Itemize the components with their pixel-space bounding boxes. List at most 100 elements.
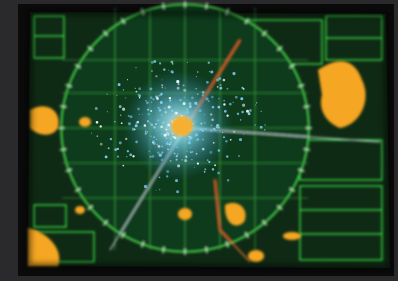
clutter-dot: [204, 168, 206, 170]
clutter-dot: [123, 89, 124, 90]
clutter-dot: [186, 111, 187, 112]
clutter-dot: [176, 155, 178, 157]
clutter-dot: [166, 175, 168, 177]
bearing-tick: [60, 149, 66, 150]
clutter-dot: [207, 159, 209, 161]
clutter-dot: [211, 96, 214, 99]
clutter-dot: [177, 153, 179, 155]
page: (() => { const data = JSON.parse(documen…: [0, 0, 398, 281]
clutter-dot: [100, 125, 102, 127]
clutter-dot: [156, 139, 157, 140]
clutter-dot: [128, 115, 130, 117]
clutter-dot: [194, 102, 197, 105]
clutter-dot: [135, 122, 137, 124]
clutter-dot: [172, 72, 174, 74]
clutter-dot: [238, 155, 240, 157]
clutter-dot: [199, 128, 201, 130]
clutter-dot: [153, 136, 155, 138]
clutter-dot: [179, 99, 182, 102]
clutter-dot: [125, 138, 127, 140]
clutter-dot: [219, 88, 220, 89]
clutter-dot: [239, 138, 242, 141]
clutter-dot: [160, 126, 163, 129]
clutter-dot: [194, 167, 195, 168]
clutter-dot: [136, 91, 138, 93]
clutter-dot: [166, 170, 169, 173]
clutter-dot: [172, 63, 174, 65]
clutter-dot: [214, 164, 216, 166]
clutter-dot: [206, 81, 209, 84]
clutter-dot: [210, 124, 212, 126]
clutter-dot: [135, 141, 138, 144]
clutter-dot: [125, 97, 126, 98]
clutter-dot: [159, 109, 162, 112]
clutter-dot: [199, 109, 202, 112]
clutter-dot: [151, 70, 153, 72]
clutter-dot: [167, 149, 168, 150]
clutter-dot: [196, 153, 198, 155]
clutter-dot: [187, 62, 188, 63]
clutter-dot: [209, 151, 212, 154]
clutter-dot: [169, 121, 171, 123]
clutter-dot: [197, 104, 198, 105]
clutter-dot: [165, 111, 167, 113]
clutter-dot: [233, 102, 234, 103]
clutter-dot: [224, 110, 227, 113]
clutter-dot: [167, 129, 169, 131]
clutter-dot: [161, 158, 164, 161]
clutter-dot: [151, 61, 154, 64]
clutter-dot: [205, 128, 207, 130]
clutter-dot: [100, 143, 103, 146]
bearing-tick: [304, 149, 310, 150]
clutter-dot: [183, 84, 185, 86]
clutter-dot: [158, 95, 159, 96]
clutter-dot: [168, 70, 169, 71]
clutter-dot: [171, 110, 173, 112]
clutter-dot: [249, 109, 252, 112]
clutter-dot: [145, 100, 146, 101]
clutter-dot: [181, 159, 183, 161]
clutter-dot: [226, 115, 228, 117]
clutter-dot: [149, 122, 151, 124]
clutter-dot: [150, 136, 151, 137]
clutter-dot: [164, 134, 167, 137]
clutter-dot: [163, 68, 165, 70]
clutter-dot: [242, 104, 245, 107]
clutter-dot: [114, 148, 117, 151]
bearing-tick: [163, 3, 164, 9]
clutter-dot: [170, 138, 171, 139]
clutter-dot: [194, 136, 195, 137]
clutter-dot: [121, 122, 123, 124]
clutter-dot: [183, 102, 186, 105]
clutter-dot: [160, 101, 163, 104]
clutter-dot: [157, 144, 158, 145]
clutter-dot: [147, 109, 149, 111]
clutter-dot: [118, 83, 121, 86]
clutter-dot: [190, 137, 193, 140]
clutter-dot: [176, 159, 178, 161]
clutter-dot: [157, 119, 159, 121]
clutter-dot: [212, 106, 215, 109]
clutter-dot: [204, 114, 205, 115]
clutter-dot: [158, 107, 160, 109]
clutter-dot: [167, 121, 169, 123]
clutter-dot: [162, 79, 163, 80]
clutter-dot: [218, 98, 219, 99]
clutter-dot: [217, 86, 219, 88]
clutter-dot: [150, 97, 152, 99]
clutter-dot: [117, 155, 119, 157]
clutter-dot: [230, 139, 232, 141]
clutter-dot: [243, 133, 244, 134]
clutter-dot: [155, 190, 156, 191]
clutter-dot: [119, 105, 122, 108]
clutter-dot: [178, 83, 180, 85]
clutter-dot: [147, 121, 149, 123]
clutter-dot: [128, 122, 131, 125]
clutter-dot: [160, 93, 162, 95]
clutter-dot: [168, 134, 169, 135]
clutter-dot: [260, 126, 263, 129]
clutter-dot: [219, 78, 220, 79]
clutter-dot: [150, 110, 152, 112]
clutter-dot: [139, 97, 140, 98]
clutter-dot: [235, 96, 238, 99]
